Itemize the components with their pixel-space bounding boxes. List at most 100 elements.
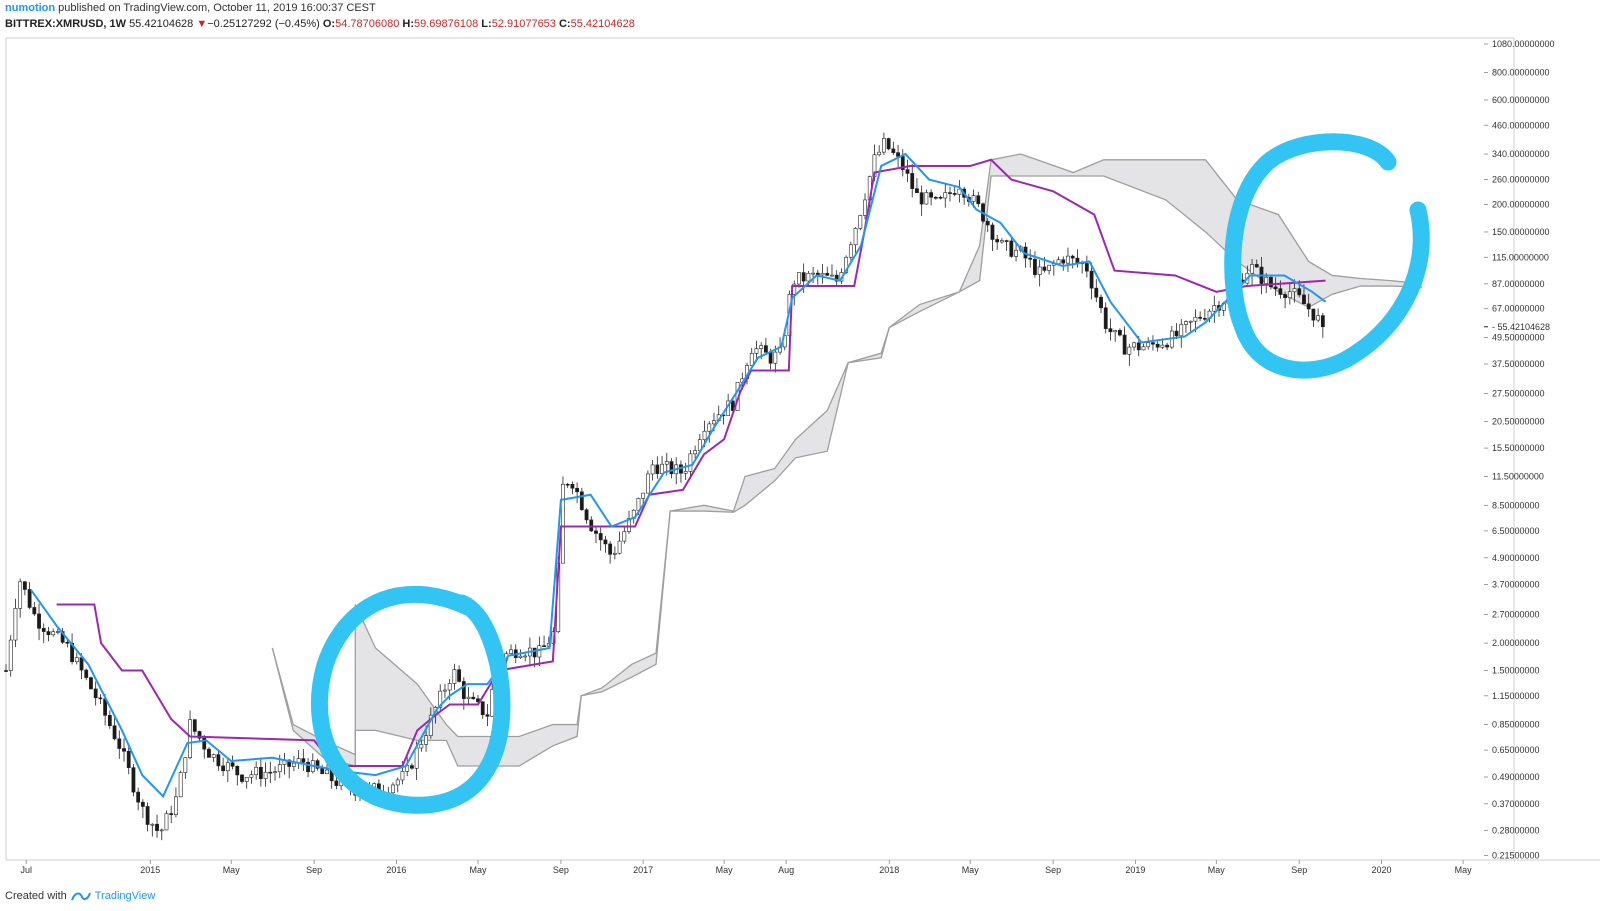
x-tick-label: May bbox=[1208, 865, 1226, 875]
y-tick-label: 2.70000000 bbox=[1492, 610, 1540, 620]
y-tick-label: 37.50000000 bbox=[1492, 359, 1545, 369]
candle-body bbox=[1094, 287, 1099, 298]
cloud-fill bbox=[272, 154, 1422, 767]
candle-body bbox=[938, 196, 943, 199]
candle-body bbox=[258, 766, 263, 779]
candle-body bbox=[712, 420, 716, 425]
candle-body bbox=[933, 196, 938, 199]
candle-body bbox=[702, 430, 707, 440]
y-tick-label: 150.00000000 bbox=[1492, 227, 1550, 237]
candle-body bbox=[249, 774, 254, 778]
candle-body bbox=[1254, 264, 1259, 268]
published-text: published on TradingView.com, October 11… bbox=[58, 2, 376, 14]
time-axis[interactable]: Jul 2015 May Sep 2016 May Sep 2017 May Aug 2018 May… bbox=[20, 860, 1472, 875]
candle-body bbox=[1141, 346, 1146, 351]
candle-body bbox=[858, 215, 863, 229]
candle-body bbox=[1042, 266, 1047, 271]
candle-body bbox=[664, 461, 669, 465]
candle-body bbox=[254, 766, 259, 776]
candle-body bbox=[325, 769, 329, 775]
candle-body bbox=[4, 670, 8, 672]
candle-body bbox=[622, 531, 627, 542]
candle-body bbox=[570, 483, 575, 489]
candle-body bbox=[924, 192, 929, 205]
candle-body bbox=[1264, 276, 1269, 284]
candle-body bbox=[1198, 316, 1203, 319]
y-tick-label: 260.00000000 bbox=[1492, 175, 1550, 185]
candle-body bbox=[797, 272, 801, 285]
candle-body bbox=[999, 240, 1004, 243]
candle-body bbox=[93, 688, 98, 699]
candle-body bbox=[990, 224, 995, 240]
plot-frame bbox=[5, 37, 1515, 861]
candle-body bbox=[452, 669, 457, 684]
candle-body bbox=[853, 228, 858, 246]
candle-body bbox=[1250, 264, 1254, 274]
x-tick-label: Jul bbox=[20, 865, 32, 875]
high-value: 59.69876108 bbox=[414, 18, 479, 30]
candle-body bbox=[461, 681, 466, 699]
candle-body bbox=[301, 758, 306, 763]
candle-body bbox=[1184, 321, 1188, 325]
candle-body bbox=[178, 772, 183, 798]
candle-body bbox=[136, 791, 141, 803]
candle-body bbox=[825, 272, 830, 276]
candle-body bbox=[41, 628, 46, 632]
candle-body bbox=[424, 735, 428, 745]
candle-body bbox=[1160, 344, 1165, 348]
candle-body bbox=[683, 471, 688, 474]
open-value: 54.78706080 bbox=[335, 18, 400, 30]
candle-body bbox=[1202, 318, 1207, 320]
x-tick-label: Sep bbox=[1291, 865, 1307, 875]
candle-body bbox=[27, 589, 32, 608]
ichimoku-cloud bbox=[271, 153, 1423, 767]
candle-body bbox=[1028, 257, 1033, 260]
candle-body bbox=[844, 256, 849, 273]
candle-body bbox=[627, 518, 631, 532]
candle-body bbox=[768, 352, 773, 364]
candle-body bbox=[37, 613, 41, 629]
candle-body bbox=[1311, 308, 1316, 321]
candle-body bbox=[985, 220, 990, 226]
candle-body bbox=[891, 148, 896, 153]
footer: Created with TradingView bbox=[5, 890, 155, 902]
candle-body bbox=[320, 768, 325, 775]
candle-body bbox=[8, 639, 13, 671]
candle-body bbox=[112, 725, 117, 740]
candle-body bbox=[1269, 276, 1273, 288]
kijun-sen-line bbox=[56, 158, 1326, 768]
candle-body bbox=[60, 631, 65, 643]
x-tick-label: 2020 bbox=[1371, 865, 1391, 875]
candle-body bbox=[669, 461, 674, 475]
y-tick-label: 4.90000000 bbox=[1492, 553, 1540, 563]
y-tick-label: 1.15000000 bbox=[1492, 691, 1540, 701]
candle-body bbox=[334, 780, 339, 786]
candle-body bbox=[56, 631, 60, 633]
candle-body bbox=[74, 657, 79, 663]
candle-body bbox=[117, 738, 122, 749]
highlight-arc-2019 bbox=[1224, 133, 1430, 379]
candle-body bbox=[485, 714, 490, 717]
candle-body bbox=[18, 581, 23, 609]
candle-body bbox=[603, 539, 608, 545]
candle-body bbox=[438, 690, 443, 708]
candle-body bbox=[480, 701, 485, 716]
candle-body bbox=[1056, 259, 1061, 264]
candle-body bbox=[46, 631, 51, 636]
candle-body bbox=[263, 771, 268, 779]
low-value: 52.91077653 bbox=[491, 18, 556, 30]
candle-body bbox=[244, 777, 249, 782]
candle-body bbox=[886, 138, 891, 150]
candle-body bbox=[225, 762, 230, 772]
candle-body bbox=[598, 533, 603, 541]
candle-body bbox=[230, 762, 235, 767]
candle-body bbox=[273, 771, 277, 774]
author-name[interactable]: numotion bbox=[5, 2, 56, 14]
candle-body bbox=[216, 754, 221, 767]
candle-body bbox=[1099, 296, 1103, 309]
tradingview-brand[interactable]: TradingView bbox=[94, 890, 156, 902]
price-axis[interactable]: 1080.00000000 800.00000000 600.00000000 460… bbox=[1484, 39, 1555, 860]
candle-body bbox=[1287, 291, 1292, 299]
x-tick-label: Sep bbox=[1045, 865, 1061, 875]
